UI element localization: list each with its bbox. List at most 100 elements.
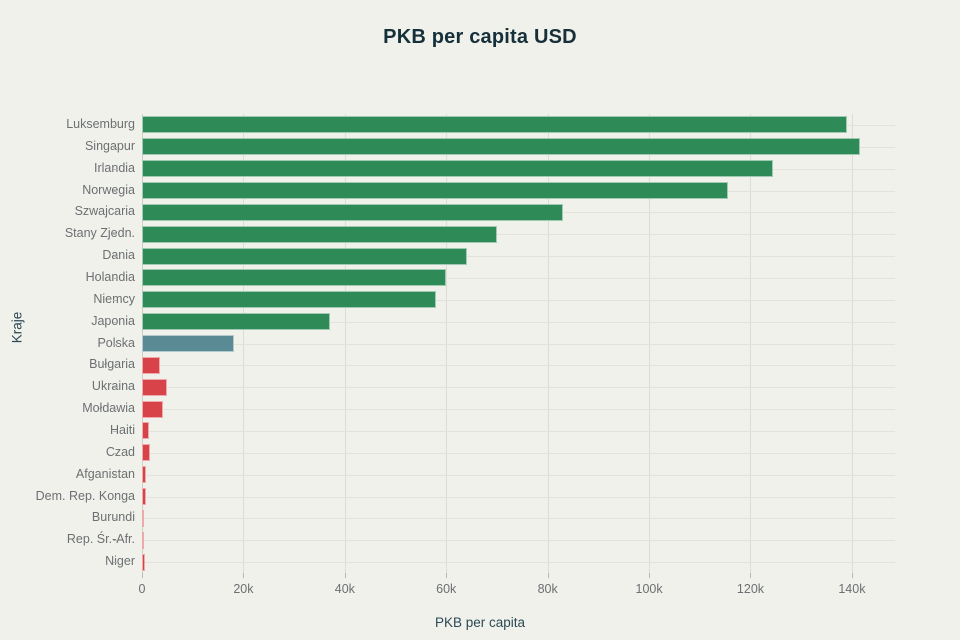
y-gridline — [142, 431, 895, 432]
y-tick-mark — [113, 212, 117, 213]
x-axis-title: PKB per capita — [434, 615, 526, 630]
bar[interactable] — [142, 182, 728, 199]
y-tick-label: Burundi — [91, 510, 135, 525]
bar[interactable] — [142, 138, 860, 156]
y-tick-mark — [113, 365, 117, 366]
x-tick-label: 100k — [635, 582, 663, 596]
y-gridline — [142, 300, 895, 301]
y-tick-label: Holandia — [85, 269, 135, 284]
bar[interactable] — [142, 444, 151, 462]
y-tick-label: Dem. Rep. Konga — [35, 488, 135, 503]
x-tick-mark — [649, 573, 651, 578]
x-tick-mark — [243, 573, 245, 578]
y-tick-mark — [113, 540, 117, 541]
y-tick-mark — [113, 278, 117, 279]
x-tick-label: 40k — [334, 582, 355, 596]
x-tick-mark — [851, 573, 853, 578]
x-tick-mark — [750, 573, 752, 578]
y-gridline — [142, 387, 895, 388]
bar[interactable] — [142, 225, 497, 243]
x-gridline — [446, 114, 448, 573]
y-tick-label: Singapur — [84, 138, 135, 153]
y-tick-label: Mołdawia — [82, 401, 135, 416]
bar[interactable] — [142, 509, 145, 527]
x-gridline — [649, 114, 651, 573]
y-tick-mark — [113, 518, 117, 519]
y-gridline — [142, 256, 895, 257]
bar[interactable] — [142, 335, 235, 352]
y-tick-label: Dania — [102, 248, 135, 263]
x-tick-label: 20k — [233, 582, 254, 596]
y-tick-mark — [113, 191, 117, 192]
y-gridline — [142, 234, 895, 235]
y-gridline — [142, 453, 895, 454]
x-tick-mark — [547, 573, 549, 578]
y-tick-mark — [113, 453, 117, 454]
x-tick-label: 140k — [838, 582, 866, 596]
x-gridline — [344, 114, 346, 573]
bar[interactable] — [142, 203, 563, 221]
y-tick-mark — [113, 234, 117, 235]
x-gridline — [243, 114, 245, 573]
y-gridline — [142, 344, 895, 345]
y-tick-mark — [113, 344, 117, 345]
x-tick-label: 120k — [736, 582, 765, 596]
y-gridline — [142, 475, 895, 476]
y-tick-mark — [113, 497, 117, 498]
y-axis-tick-labels: Luksemburg Singapur Irlandia Norwegia Szwajc… — [0, 114, 135, 573]
x-tick-label: 0 — [138, 582, 146, 596]
y-gridline — [142, 562, 895, 563]
bar[interactable] — [142, 247, 467, 265]
y-tick-label: Rep. Śr.-Afr. — [66, 532, 135, 547]
bar[interactable] — [142, 400, 164, 418]
bar[interactable] — [142, 269, 447, 287]
y-tick-mark — [113, 475, 117, 476]
bar[interactable] — [142, 378, 167, 396]
bar[interactable] — [142, 531, 145, 549]
bar[interactable] — [142, 488, 147, 505]
x-gridline — [750, 114, 752, 573]
y-gridline — [142, 322, 895, 323]
y-tick-label: Luksemburg — [66, 116, 135, 131]
bar[interactable] — [142, 553, 145, 571]
y-tick-label: Bułgaria — [89, 357, 135, 372]
y-tick-label: Niger — [105, 554, 135, 569]
y-gridline — [142, 497, 895, 498]
x-tick-mark — [344, 573, 346, 578]
x-tick-mark — [142, 573, 143, 578]
y-tick-mark — [113, 256, 117, 257]
y-tick-mark — [113, 387, 117, 388]
y-tick-mark — [113, 125, 117, 126]
y-gridline — [142, 409, 895, 410]
y-tick-label: Ukraina — [0, 379, 135, 393]
y-tick-label: Polska — [97, 335, 135, 350]
y-tick-mark — [113, 562, 117, 563]
bar[interactable] — [142, 422, 149, 440]
y-tick-label: Afganistan — [75, 466, 135, 481]
y-tick-mark — [113, 409, 117, 410]
x-tick-mark — [446, 573, 448, 578]
y-tick-label: Haiti — [109, 422, 135, 437]
y-gridline — [142, 518, 895, 519]
y-tick-mark — [113, 147, 117, 148]
y-tick-label: Szwajcaria — [74, 204, 135, 219]
bar[interactable] — [142, 466, 146, 484]
y-gridline — [142, 278, 895, 279]
bar[interactable] — [142, 356, 161, 374]
y-tick-label: Irlandia — [94, 160, 135, 175]
bar[interactable] — [142, 313, 330, 331]
y-tick-mark — [113, 431, 117, 432]
x-tick-label: 60k — [436, 582, 457, 596]
chart-title: PKB per capita USD — [383, 26, 577, 48]
y-tick-mark — [113, 322, 117, 323]
x-gridline — [851, 114, 853, 573]
y-gridline — [142, 365, 895, 366]
y-tick-mark — [113, 169, 117, 170]
y-tick-label: Niemcy — [93, 291, 135, 306]
bar[interactable] — [142, 291, 437, 309]
bar[interactable] — [142, 116, 847, 134]
bar[interactable] — [142, 160, 774, 178]
x-tick-label: 80k — [537, 582, 558, 596]
y-tick-label: Japonia — [91, 313, 135, 328]
